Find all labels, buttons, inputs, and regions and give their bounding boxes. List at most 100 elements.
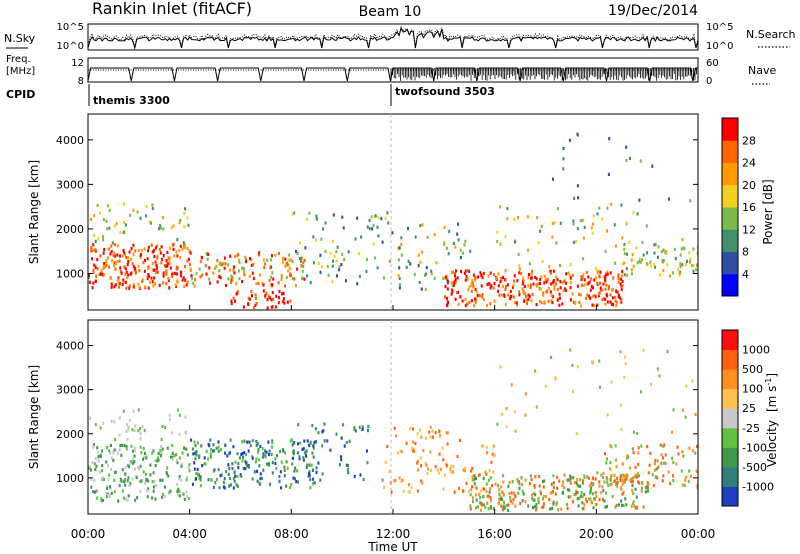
range-time-cell-652 bbox=[534, 493, 537, 497]
range-time-cell-801 bbox=[635, 495, 638, 499]
range-time-cell-377 bbox=[241, 459, 244, 463]
range-time-cell-464 bbox=[245, 461, 248, 465]
range-time-cell-55 bbox=[162, 281, 165, 285]
y-tick-label-1: 2000 bbox=[56, 428, 84, 441]
range-time-cell-582 bbox=[443, 242, 446, 246]
range-time-cell-792 bbox=[646, 481, 649, 485]
range-time-cell-893 bbox=[512, 295, 515, 299]
range-time-cell-901 bbox=[527, 276, 530, 280]
range-time-cell-580 bbox=[416, 459, 419, 463]
range-time-cell-928 bbox=[473, 474, 476, 478]
range-time-cell-451 bbox=[266, 298, 269, 302]
range-time-cell-964 bbox=[632, 450, 635, 455]
range-time-cell-873 bbox=[521, 489, 524, 493]
range-time-cell-907 bbox=[604, 277, 607, 281]
range-time-cell-543 bbox=[436, 468, 439, 472]
range-time-cell-522 bbox=[376, 266, 379, 270]
range-time-cell-579 bbox=[400, 253, 403, 257]
range-time-cell-848 bbox=[535, 277, 538, 281]
range-time-cell-434 bbox=[237, 461, 240, 465]
range-time-cell-148 bbox=[155, 263, 158, 267]
colorbar-segment-4 bbox=[722, 184, 738, 208]
range-time-cell-131 bbox=[92, 248, 95, 252]
range-time-cell-261 bbox=[298, 457, 301, 461]
beam-title: Beam 10 bbox=[359, 4, 422, 20]
range-time-cell-104 bbox=[175, 452, 178, 457]
range-time-cell-249 bbox=[229, 438, 232, 442]
range-time-cell-752 bbox=[518, 486, 521, 490]
range-time-cell-830 bbox=[561, 281, 564, 285]
range-time-cell-983 bbox=[572, 222, 575, 226]
range-time-cell-400 bbox=[291, 462, 294, 466]
range-time-cell-287 bbox=[194, 457, 197, 461]
range-time-cell-952 bbox=[594, 267, 597, 271]
range-time-cell-916 bbox=[593, 497, 595, 501]
colorbar-label-4: -25 bbox=[742, 422, 760, 435]
range-time-cell-268 bbox=[212, 449, 214, 453]
range-time-cell-531 bbox=[318, 261, 320, 265]
range-time-cell-1072 bbox=[682, 246, 685, 250]
range-time-cell-783 bbox=[549, 491, 552, 495]
range-time-cell-622 bbox=[526, 301, 528, 305]
range-time-cell-728 bbox=[576, 483, 579, 488]
range-time-cell-151 bbox=[160, 257, 163, 261]
y-tick-label-3: 4000 bbox=[56, 340, 84, 353]
range-time-cell-615 bbox=[459, 438, 461, 442]
range-time-cell-626 bbox=[412, 440, 415, 444]
range-time-cell-537 bbox=[308, 211, 311, 215]
range-time-cell-193 bbox=[116, 451, 119, 455]
range-time-cell-92 bbox=[167, 474, 170, 478]
range-time-cell-970 bbox=[628, 240, 631, 244]
range-time-cell-888 bbox=[497, 272, 500, 276]
range-time-cell-195 bbox=[102, 251, 105, 255]
range-time-cell-439 bbox=[289, 439, 292, 443]
range-time-cell-973 bbox=[613, 473, 616, 477]
range-time-cell-569 bbox=[452, 464, 455, 469]
range-time-cell-577 bbox=[480, 489, 483, 493]
range-time-cell-481 bbox=[360, 235, 363, 239]
range-time-cell-427 bbox=[199, 478, 202, 482]
range-time-cell-833 bbox=[542, 485, 545, 489]
range-time-cell-528 bbox=[457, 486, 460, 490]
range-time-cell-1062 bbox=[665, 251, 668, 256]
range-time-cell-1067 bbox=[501, 412, 503, 416]
range-time-cell-552 bbox=[397, 246, 400, 250]
range-time-cell-523 bbox=[366, 449, 368, 453]
range-time-cell-315 bbox=[248, 440, 251, 444]
range-time-cell-936 bbox=[510, 295, 513, 299]
range-time-cell-1036 bbox=[662, 444, 665, 448]
range-time-cell-797 bbox=[585, 500, 588, 504]
range-time-cell-243 bbox=[178, 220, 181, 225]
range-time-cell-877 bbox=[576, 497, 579, 501]
range-time-cell-299 bbox=[257, 447, 260, 452]
range-time-cell-978 bbox=[696, 444, 698, 449]
range-time-cell-294 bbox=[232, 477, 235, 481]
noise-search-line bbox=[87, 25, 699, 48]
range-time-cell-594 bbox=[393, 479, 396, 483]
range-time-cell-359 bbox=[270, 275, 273, 279]
range-time-cell-207 bbox=[132, 285, 135, 289]
range-time-cell-1064 bbox=[690, 263, 693, 268]
range-time-cell-958 bbox=[671, 456, 674, 460]
range-time-cell-709 bbox=[460, 269, 462, 274]
range-time-cell-614 bbox=[438, 471, 441, 475]
power-data bbox=[88, 132, 698, 310]
range-time-cell-63 bbox=[127, 256, 129, 260]
range-time-cell-395 bbox=[302, 264, 305, 269]
range-time-cell-1070 bbox=[658, 374, 661, 378]
range-time-cell-820 bbox=[539, 277, 542, 282]
range-time-cell-559 bbox=[435, 261, 438, 265]
range-time-cell-85 bbox=[178, 248, 181, 253]
range-time-cell-998 bbox=[583, 225, 586, 229]
range-time-cell-153 bbox=[124, 483, 127, 487]
range-time-cell-269 bbox=[212, 485, 215, 489]
range-time-cell-823 bbox=[464, 303, 467, 307]
range-time-cell-336 bbox=[199, 259, 202, 263]
range-time-cell-183 bbox=[126, 275, 129, 280]
range-time-cell-713 bbox=[474, 276, 477, 280]
range-time-cell-619 bbox=[593, 278, 596, 282]
range-time-cell-676 bbox=[609, 483, 612, 487]
range-time-cell-956 bbox=[604, 452, 606, 456]
range-time-cell-889 bbox=[498, 293, 501, 297]
range-time-cell-333 bbox=[283, 468, 286, 472]
